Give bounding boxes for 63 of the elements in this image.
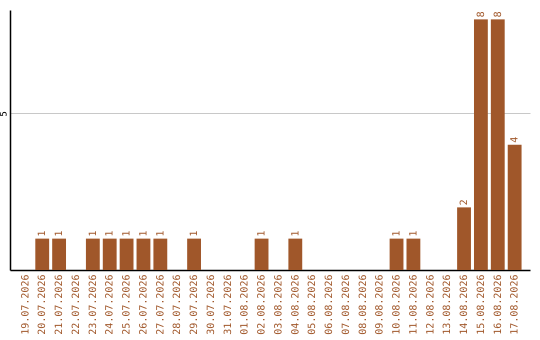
x-tick-label: 22.07.2026: [70, 274, 82, 335]
x-tick-label: 05.08.2026: [307, 274, 318, 335]
data-label: 1: [54, 230, 66, 237]
bar: [52, 238, 66, 270]
data-label: 1: [37, 230, 48, 237]
data-label: 1: [122, 230, 133, 237]
x-tick-label: 11.08.2026: [408, 274, 420, 335]
x-tick-label: 28.07.2026: [172, 274, 184, 335]
data-label: 1: [189, 230, 200, 237]
bar: [187, 238, 201, 270]
x-tick-label: 03.08.2026: [273, 274, 284, 335]
x-tick-label: 20.07.2026: [37, 274, 48, 335]
data-label: 1: [88, 230, 99, 237]
x-tick-label: 02.08.2026: [256, 274, 268, 335]
x-tick-label: 26.07.2026: [138, 274, 150, 335]
x-tick-label: 21.07.2026: [54, 274, 66, 335]
x-tick-label: 15.08.2026: [476, 274, 487, 335]
bar: [490, 19, 505, 270]
x-tick-label: 13.08.2026: [442, 274, 454, 335]
x-tick-label: 04.08.2026: [290, 274, 302, 335]
data-label: 1: [138, 230, 150, 237]
bar: [35, 238, 50, 270]
bar: [120, 238, 134, 270]
bar: [406, 238, 420, 270]
data-label: 1: [155, 230, 166, 237]
x-tick-label: 16.08.2026: [492, 274, 504, 335]
bar: [508, 144, 522, 270]
data-label: 1: [290, 230, 302, 237]
x-tick-label: 07.08.2026: [340, 274, 352, 335]
data-label: 1: [408, 230, 420, 237]
data-label: 1: [256, 230, 268, 237]
data-label: 4: [510, 136, 521, 143]
y-tick-label: 5: [0, 111, 10, 117]
x-tick-label: 10.08.2026: [392, 274, 403, 335]
bar: [474, 19, 488, 270]
x-tick-label: 27.07.2026: [155, 274, 166, 335]
x-tick-label: 08.08.2026: [358, 274, 369, 335]
x-tick-label: 09.08.2026: [374, 274, 386, 335]
bar: [102, 238, 117, 270]
x-tick-label: 23.07.2026: [88, 274, 99, 335]
x-tick-label: 31.07.2026: [222, 274, 234, 335]
data-label: 1: [104, 230, 116, 237]
bar: [457, 207, 471, 270]
x-tick-label: 12.08.2026: [425, 274, 436, 335]
x-tick-label: 14.08.2026: [459, 274, 470, 335]
bar: [288, 238, 302, 270]
x-tick-label: 24.07.2026: [104, 274, 116, 335]
x-tick-label: 19.07.2026: [20, 274, 32, 335]
bar: [254, 238, 268, 270]
data-label: 8: [492, 11, 504, 18]
x-tick-label: 06.08.2026: [324, 274, 336, 335]
bar: [86, 238, 100, 270]
data-label: 8: [476, 11, 487, 18]
data-label: 2: [459, 199, 470, 206]
bar: [390, 238, 404, 270]
x-tick-label: 25.07.2026: [122, 274, 133, 335]
bar: [153, 238, 168, 270]
bar: [136, 238, 150, 270]
x-tick-label: 17.08.2026: [510, 274, 521, 335]
x-tick-label: 30.07.2026: [206, 274, 217, 335]
data-label: 1: [392, 230, 403, 237]
x-tick-label: 01.08.2026: [240, 274, 251, 335]
x-tick-label: 29.07.2026: [189, 274, 200, 335]
